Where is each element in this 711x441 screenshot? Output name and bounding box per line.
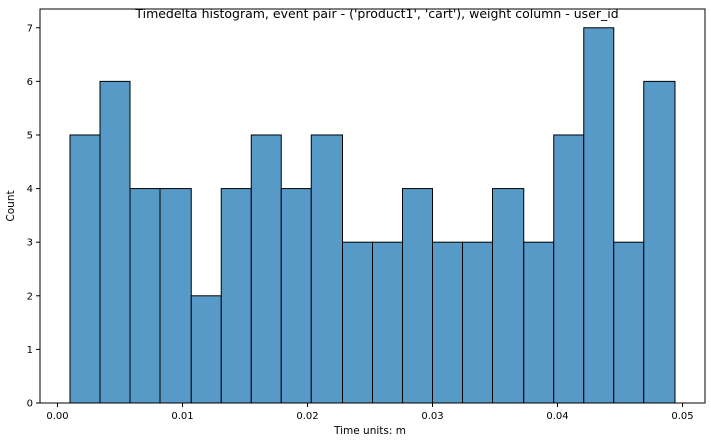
histogram-bar <box>99 80 131 404</box>
y-tick-label: 1 <box>27 345 33 356</box>
histogram-bar <box>129 188 161 404</box>
x-tick-label: 0.00 <box>46 411 68 422</box>
x-tick-label: 0.03 <box>421 411 443 422</box>
x-axis-label: Time units: m <box>333 425 406 437</box>
histogram-bar <box>342 241 373 404</box>
histogram-bar <box>523 241 555 404</box>
bars-layer <box>69 27 676 404</box>
y-tick-label: 4 <box>27 184 33 195</box>
histogram-bar <box>220 188 252 404</box>
histogram-bar <box>402 188 433 404</box>
axes-frame <box>39 8 706 404</box>
x-tick-label: 0.04 <box>546 411 568 422</box>
histogram-bar <box>310 134 343 404</box>
y-tick-label: 5 <box>27 130 33 141</box>
histogram-bar <box>432 241 463 404</box>
histogram-bar <box>613 241 645 404</box>
histogram-bar <box>372 241 403 404</box>
histogram-bar <box>583 27 615 404</box>
y-tick-label: 0 <box>27 399 33 410</box>
y-axis: 0 1 2 3 4 5 6 7 <box>27 23 40 410</box>
histogram-bar <box>280 188 312 404</box>
histogram-bar <box>553 134 585 404</box>
histogram-bar <box>643 80 676 404</box>
histogram-bar <box>190 295 222 404</box>
x-tick-label: 0.05 <box>671 411 693 422</box>
x-tick-label: 0.01 <box>171 411 193 422</box>
y-tick-label: 7 <box>27 23 33 34</box>
histogram-bar <box>159 188 192 404</box>
histogram-bar <box>69 134 101 404</box>
y-tick-label: 3 <box>27 238 33 249</box>
histogram-bar <box>462 241 493 404</box>
histogram-bar <box>492 188 525 404</box>
y-tick-label: 6 <box>27 77 33 88</box>
y-tick-label: 2 <box>27 291 33 302</box>
y-axis-label: Count <box>5 190 17 221</box>
chart-title: Timedelta histogram, event pair - ('prod… <box>134 6 618 21</box>
x-tick-label: 0.02 <box>296 411 318 422</box>
x-axis: 0.00 0.01 0.02 0.03 0.04 0.05 <box>46 403 694 422</box>
histogram-bar <box>250 134 282 404</box>
